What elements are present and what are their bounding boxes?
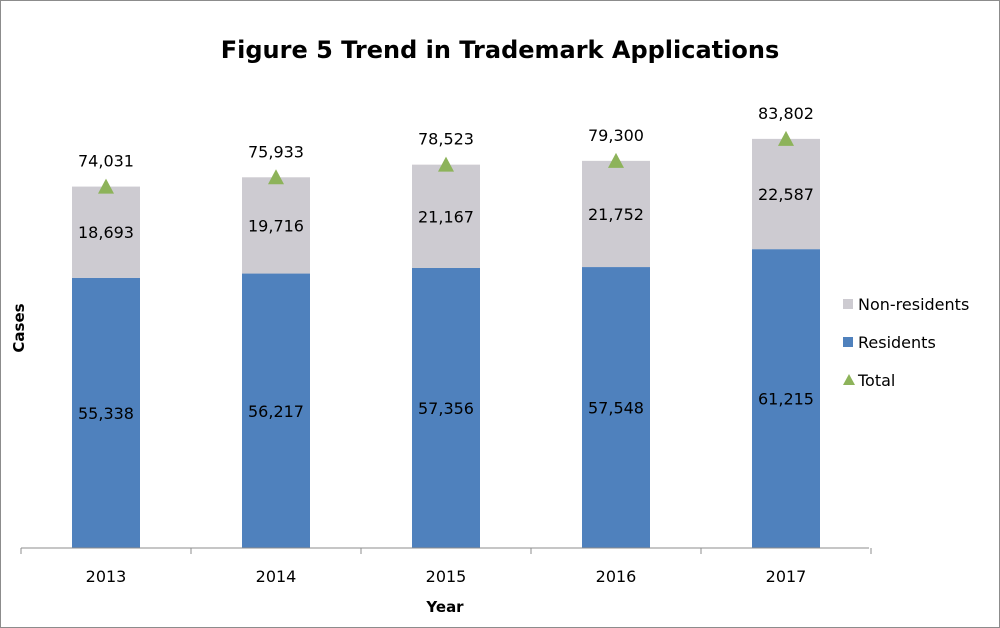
bar-residents-2016 (582, 267, 650, 548)
legend-label-residents: Residents (858, 333, 936, 352)
data-label-non-residents-2016: 21,752 (588, 205, 644, 224)
bar-residents-2014 (242, 273, 310, 548)
data-label-non-residents-2015: 21,167 (418, 207, 474, 226)
bar-non-residents-2015 (412, 164, 480, 268)
data-label-total-2014: 75,933 (248, 142, 304, 161)
data-label-total-2015: 78,523 (418, 130, 474, 149)
x-tick-label-2016: 2016 (596, 567, 637, 586)
data-label-residents-2017: 61,215 (758, 390, 814, 409)
data-label-residents-2016: 57,548 (588, 399, 644, 418)
bar-non-residents-2017 (752, 138, 820, 250)
data-label-residents-2015: 57,356 (418, 399, 474, 418)
data-label-non-residents-2017: 22,587 (758, 185, 814, 204)
plot-area: 55,338 18,693 74,031 2013 56,217 19,716 75,933… (20, 104, 872, 586)
x-tick-label-2015: 2015 (426, 567, 467, 586)
data-label-total-2013: 74,031 (78, 152, 134, 171)
bar-non-residents-2016 (582, 160, 650, 268)
legend: Non-residents Residents Total (843, 295, 969, 390)
marker-total-2016 (608, 152, 624, 168)
legend-label-total: Total (857, 371, 895, 390)
legend-swatch-total (843, 374, 855, 385)
legend-swatch-residents (843, 337, 853, 347)
y-axis-label: Cases (10, 303, 28, 352)
marker-total-2013 (98, 178, 114, 194)
bar-non-residents-2014 (242, 177, 310, 274)
x-axis-label: Year (425, 598, 464, 616)
data-label-non-residents-2014: 19,716 (248, 216, 304, 235)
bar-residents-2015 (412, 267, 480, 548)
legend-label-non-residents: Non-residents (858, 295, 969, 314)
chart-title: Figure 5 Trend in Trademark Applications (221, 36, 780, 64)
data-label-total-2017: 83,802 (758, 104, 814, 123)
marker-total-2017 (778, 130, 794, 146)
x-tick-label-2014: 2014 (256, 567, 297, 586)
bar-residents-2013 (72, 277, 140, 548)
bar-residents-2017 (752, 249, 820, 548)
data-label-non-residents-2013: 18,693 (78, 223, 134, 242)
x-tick-label-2017: 2017 (766, 567, 807, 586)
marker-total-2015 (438, 156, 454, 172)
marker-total-2014 (268, 169, 284, 185)
data-label-total-2016: 79,300 (588, 126, 644, 145)
bar-non-residents-2013 (72, 186, 140, 278)
data-label-residents-2014: 56,217 (248, 402, 304, 421)
legend-swatch-non-residents (843, 299, 853, 309)
x-tick-label-2013: 2013 (86, 567, 127, 586)
data-label-residents-2013: 55,338 (78, 404, 134, 423)
